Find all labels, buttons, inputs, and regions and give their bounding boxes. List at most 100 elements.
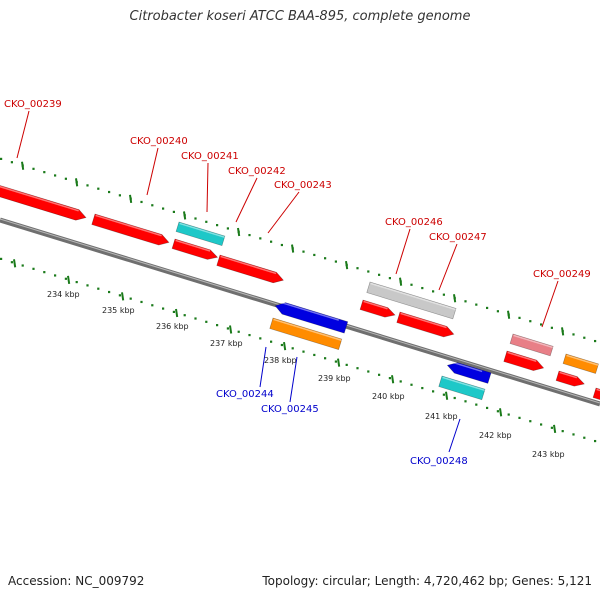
gene-arrow-shine — [179, 222, 225, 238]
tick-dot — [496, 310, 499, 313]
tick-dot — [86, 284, 89, 287]
gene-arrow-shine — [559, 371, 578, 379]
tick-dot — [475, 303, 478, 306]
major-tick — [283, 341, 287, 351]
gene-arrow-shine — [400, 312, 447, 329]
leader-line — [259, 346, 267, 388]
major-tick — [399, 277, 403, 286]
tick-dot — [280, 243, 283, 247]
leader-line — [438, 243, 458, 291]
tick-dot — [162, 207, 165, 210]
map-title: Citrobacter koseri ATCC BAA-895, complet… — [129, 9, 471, 24]
scale-label: 240 kbp — [372, 392, 405, 401]
gene-arrow — [592, 387, 600, 402]
tick-dot — [216, 324, 219, 327]
gene-arrow — [269, 317, 343, 351]
tick-dot — [594, 339, 597, 343]
gene-arrow-shine — [513, 334, 554, 349]
tick-dot — [172, 210, 175, 213]
gene-label-cko-00248: CKO_00248 — [410, 456, 468, 467]
tick-dot — [550, 326, 553, 329]
tick-dot — [97, 287, 100, 290]
tick-dot — [367, 270, 370, 273]
tick-dot — [345, 363, 348, 366]
gene-label-cko-00246: CKO_00246 — [385, 217, 443, 228]
tick-dot — [54, 174, 57, 177]
tick-dot — [388, 277, 391, 280]
tick-dot — [507, 413, 510, 416]
tick-dot — [75, 280, 78, 284]
tick-dot — [518, 416, 521, 419]
label-leader-lines — [16, 110, 559, 453]
major-tick — [291, 244, 295, 253]
major-tick — [175, 308, 179, 318]
tick-dot — [486, 406, 489, 410]
tick-dot — [421, 286, 424, 290]
gene-feature — [592, 387, 600, 402]
gene-arrow — [274, 302, 349, 334]
gene-arrow — [396, 311, 455, 338]
scale-label: 236 kbp — [156, 322, 189, 331]
gene-feature — [359, 299, 396, 318]
tick-dot — [270, 340, 273, 343]
gene-arrow-shine — [363, 300, 388, 310]
gene-label-cko-00242: CKO_00242 — [228, 166, 286, 177]
gene-arrow — [0, 182, 87, 221]
gene-label-cko-00245: CKO_00245 — [261, 404, 319, 415]
accession-text: Accession: NC_009792 — [8, 574, 145, 588]
gene-arrow-shine — [175, 239, 211, 252]
gene-arrow-shine — [220, 255, 277, 275]
gene-arrow — [175, 221, 226, 247]
tick-dot — [561, 430, 564, 433]
tick-dot — [410, 383, 413, 386]
tick-dot — [162, 307, 165, 310]
tick-dot — [464, 300, 467, 303]
tick-dot — [54, 274, 57, 277]
tick-dot — [356, 367, 359, 370]
tick-dot — [226, 327, 229, 330]
tick-dot — [432, 390, 435, 393]
tick-dot — [64, 177, 67, 180]
tick-dot — [367, 370, 370, 373]
gene-arrow-shine — [566, 354, 599, 366]
major-tick — [553, 424, 557, 434]
tick-dot — [378, 273, 381, 276]
gene-arrow-shine — [273, 318, 342, 341]
tick-dot — [475, 403, 478, 406]
features — [0, 182, 600, 402]
leader-line — [395, 228, 411, 275]
major-tick — [21, 161, 25, 170]
major-tick — [445, 391, 449, 400]
gene-feature — [446, 360, 492, 384]
tick-dot — [270, 240, 273, 243]
gene-feature — [269, 317, 343, 351]
tick-dot — [237, 330, 240, 333]
major-tick — [129, 194, 133, 204]
tick-dot — [194, 217, 197, 220]
tick-dot — [32, 267, 35, 270]
gene-arrow — [503, 350, 545, 371]
gene-label-cko-00240: CKO_00240 — [130, 136, 188, 147]
tick-dot — [86, 184, 89, 187]
tick-dot — [97, 187, 100, 190]
gene-feature — [562, 353, 599, 374]
tick-dot — [140, 300, 143, 304]
gene-feature — [0, 182, 87, 221]
gene-arrow — [509, 333, 554, 357]
scale-label: 235 kbp — [102, 306, 135, 315]
tick-dot — [550, 426, 553, 429]
tick-dot — [324, 357, 327, 360]
gene-arrow — [359, 299, 396, 318]
leader-line — [289, 356, 298, 403]
major-tick — [75, 178, 79, 187]
tick-dot — [205, 220, 208, 223]
tick-dot — [0, 257, 3, 260]
tick-dot — [378, 373, 381, 376]
gene-label-cko-00244: CKO_00244 — [216, 389, 274, 400]
tick-dot — [388, 377, 391, 380]
leader-line — [16, 110, 30, 159]
gene-arrow-shine — [277, 300, 340, 321]
leader-line — [146, 147, 159, 196]
tick-dot — [64, 277, 67, 280]
